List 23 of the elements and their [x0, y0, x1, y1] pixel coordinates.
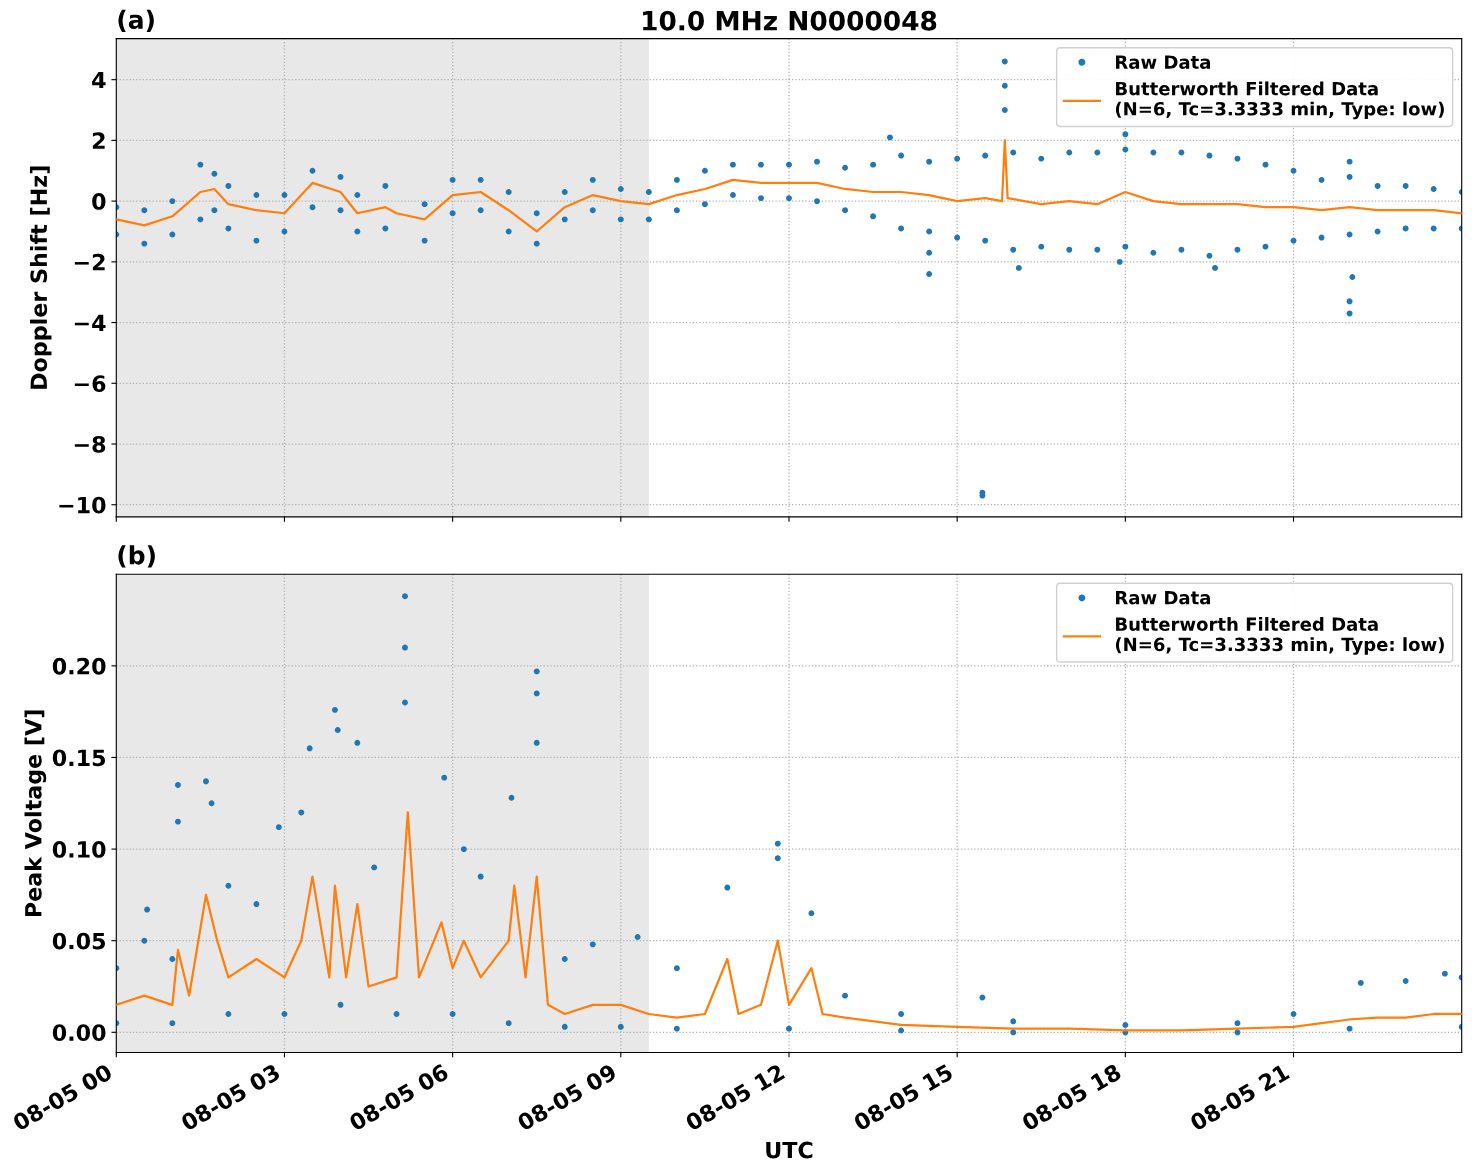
text: (a)	[118, 9, 154, 32]
y-tick-label: 0.10	[52, 841, 106, 858]
y-tick-label: −6	[74, 375, 106, 393]
y-tick-label: −2	[74, 253, 105, 271]
y-tick-label: −4	[74, 314, 106, 331]
y-axis-title: Peak Voltage [V]	[24, 710, 47, 917]
y-tick-label: 2	[92, 132, 105, 149]
chart-title: 10.0 MHz N0000048	[643, 10, 937, 31]
y-tick-label: 4	[92, 71, 106, 89]
y-tick-label: −8	[74, 435, 106, 453]
legend-label: Butterworth Filtered Data (N=6, Tc=3.3333 min, Type: low)	[1115, 617, 1444, 655]
y-tick-label: 0	[92, 193, 106, 210]
y-tick-label: −10	[59, 496, 106, 514]
y-axis-title: Doppler Shift [Hz]	[29, 166, 52, 389]
legend-label: Raw Data	[1116, 55, 1210, 69]
legend-label: Butterworth Filtered Data (N=6, Tc=3.3333 min, Type: low)	[1115, 81, 1444, 120]
text: (b)	[118, 545, 155, 568]
y-tick-label: 0.20	[52, 657, 106, 675]
x-axis-title: UTC	[766, 1141, 813, 1159]
y-tick-label: 0.00	[52, 1024, 106, 1042]
y-tick-label: 0.05	[52, 932, 106, 950]
y-tick-label: 0.15	[52, 749, 106, 767]
legend-label: Raw Data	[1116, 591, 1210, 605]
